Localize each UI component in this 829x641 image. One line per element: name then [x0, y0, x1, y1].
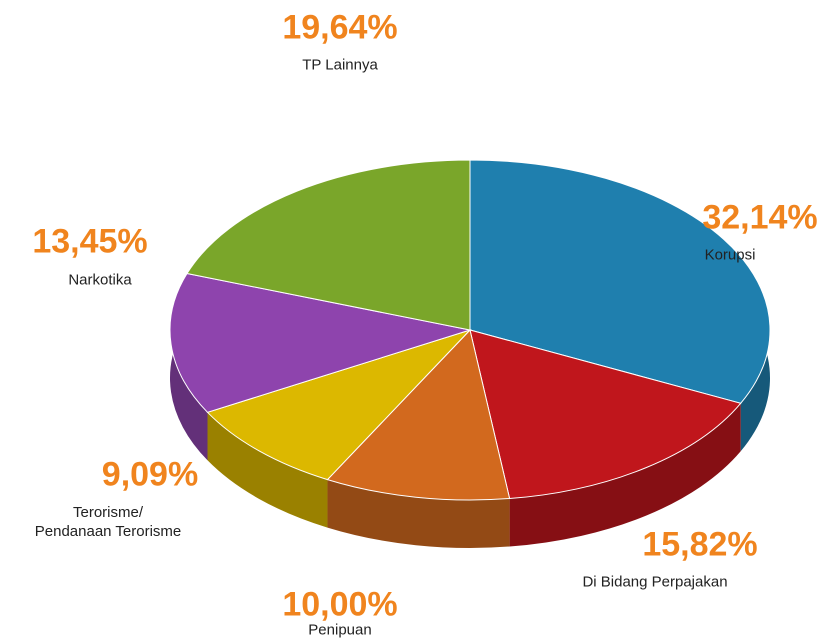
category-label: Terorisme/ Pendanaan Terorisme: [34, 504, 182, 540]
slice: [469, 329, 742, 500]
slice-side: [327, 479, 510, 549]
slice-side: [509, 403, 741, 547]
slice: [326, 328, 511, 501]
value-label: 32,14%: [702, 198, 818, 237]
slice: [169, 272, 471, 413]
category-label: Penipuan: [308, 621, 372, 639]
value-label: 15,82%: [642, 525, 758, 564]
slice-side: [207, 412, 328, 528]
value-label: 9,09%: [101, 455, 199, 494]
category-label: Narkotika: [68, 271, 132, 289]
slice: [186, 159, 471, 331]
category-label: Korupsi: [704, 246, 756, 264]
category-label: TP Lainnya: [302, 56, 378, 74]
value-label: 19,64%: [282, 8, 398, 47]
slice: [469, 159, 771, 404]
category-label: Di Bidang Perpajakan: [582, 573, 728, 591]
value-label: 10,00%: [282, 585, 398, 624]
slice: [206, 328, 472, 481]
value-label: 13,45%: [32, 222, 148, 261]
